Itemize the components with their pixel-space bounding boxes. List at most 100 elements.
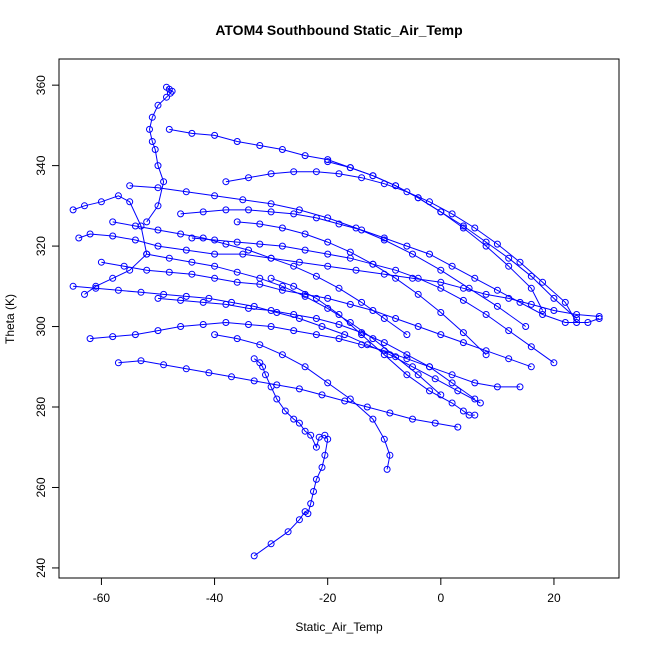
data-point (431, 419, 439, 427)
data-point (380, 435, 388, 443)
data-point (476, 399, 484, 407)
data-point (448, 262, 456, 270)
data-point (301, 246, 309, 254)
data-point (273, 395, 281, 403)
data-point (211, 274, 219, 282)
data-point (482, 290, 490, 298)
data-point (527, 343, 535, 351)
data-point (154, 184, 162, 192)
data-point (471, 395, 479, 403)
y-tick-label: 320 (34, 236, 48, 256)
data-point (109, 274, 117, 282)
data-point (256, 359, 264, 367)
series-layer (69, 83, 603, 560)
y-axis-label: Theta (K) (3, 294, 17, 344)
series-line (253, 358, 329, 557)
series-5 (165, 125, 581, 322)
data-point (493, 302, 501, 310)
data-point (459, 224, 467, 232)
data-point (369, 335, 377, 343)
data-point (182, 292, 190, 300)
data-point (199, 234, 207, 242)
data-point (278, 146, 286, 153)
data-point (346, 300, 354, 308)
data-point (431, 375, 439, 383)
data-point (448, 379, 456, 387)
data-point (250, 355, 258, 363)
data-point (154, 101, 162, 109)
data-point (539, 278, 547, 286)
data-point (516, 258, 524, 266)
data-point (188, 234, 196, 242)
data-point (414, 371, 422, 379)
data-point (516, 383, 524, 391)
data-point (459, 296, 467, 304)
data-point (126, 198, 134, 206)
data-point (154, 242, 162, 250)
data-point (165, 125, 173, 133)
data-point (239, 196, 247, 204)
data-point (256, 274, 264, 282)
data-point (143, 218, 151, 226)
data-point (550, 294, 558, 302)
data-point (505, 254, 513, 262)
data-point (114, 192, 122, 200)
data-point (301, 292, 309, 300)
data-point (211, 250, 219, 258)
data-point (154, 226, 162, 234)
data-point (471, 274, 479, 282)
data-point (383, 465, 391, 473)
data-point (290, 327, 298, 335)
data-point (301, 363, 309, 371)
data-point (409, 415, 416, 423)
y-tick-label: 340 (34, 155, 48, 175)
data-point (392, 353, 400, 361)
series-18 (233, 218, 490, 359)
data-point (584, 319, 592, 326)
y-tick-label: 280 (34, 397, 48, 417)
series-line (169, 128, 577, 319)
data-point (482, 242, 490, 250)
data-point (324, 304, 332, 312)
data-point (177, 210, 185, 218)
plot-frame (58, 58, 620, 579)
data-point (437, 391, 445, 399)
data-point (414, 194, 422, 202)
data-point (114, 359, 122, 367)
data-point (69, 282, 77, 290)
data-point (335, 170, 343, 178)
data-point (131, 331, 139, 339)
data-point (346, 164, 354, 172)
data-point (386, 409, 394, 417)
data-point (245, 206, 252, 214)
data-point (154, 162, 162, 170)
data-point (182, 365, 190, 373)
data-point (137, 288, 145, 296)
data-point (131, 222, 139, 230)
data-point (151, 146, 159, 153)
data-point (278, 242, 286, 250)
data-point (595, 313, 603, 320)
data-point (363, 403, 371, 411)
data-point (335, 321, 343, 328)
data-point (307, 500, 315, 508)
data-point (539, 311, 547, 318)
x-tick-label: 0 (437, 591, 444, 605)
data-point (109, 333, 117, 341)
data-point (352, 224, 360, 232)
y-tick-label: 240 (34, 558, 48, 578)
data-point (92, 282, 100, 290)
data-point (228, 373, 235, 381)
data-point (199, 208, 207, 216)
data-point (233, 268, 241, 276)
data-point (358, 174, 366, 182)
data-point (154, 202, 162, 210)
data-point (222, 206, 230, 214)
data-point (380, 339, 388, 347)
data-point (437, 284, 445, 292)
series-19 (324, 158, 547, 314)
series-7 (97, 258, 535, 371)
data-point (245, 174, 252, 182)
data-point (324, 214, 332, 222)
series-line (327, 161, 544, 311)
